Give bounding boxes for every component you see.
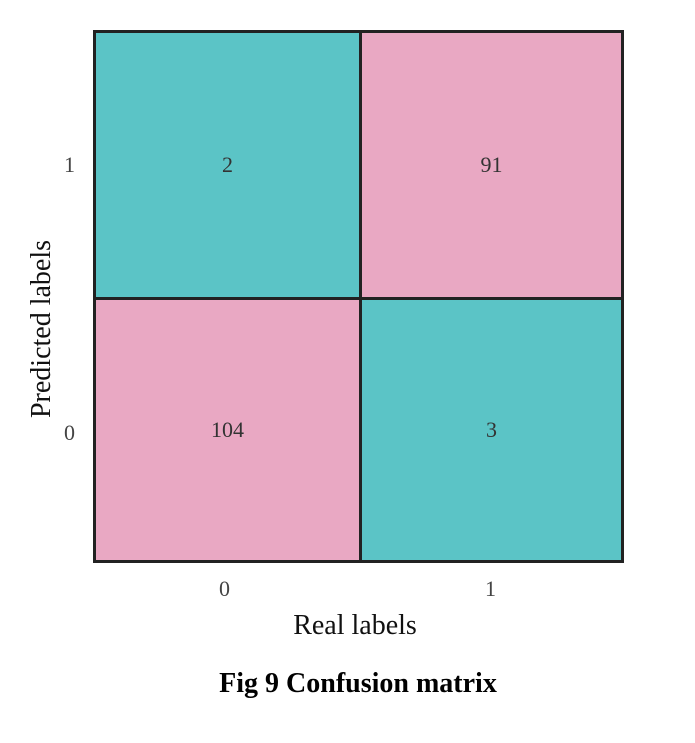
x-axis-label: Real labels bbox=[293, 610, 417, 641]
cell-value: 104 bbox=[211, 417, 244, 442]
cell-pred0-real1: 3 bbox=[362, 300, 621, 560]
confusion-matrix: 2 91 104 3 bbox=[93, 30, 624, 563]
cell-value: 91 bbox=[480, 152, 503, 177]
y-tick-0: 0 bbox=[64, 420, 75, 445]
y-tick-1: 1 bbox=[64, 152, 75, 177]
cell-pred0-real0: 104 bbox=[96, 300, 359, 560]
cell-value: 3 bbox=[486, 417, 497, 442]
cell-pred1-real1: 91 bbox=[362, 33, 621, 297]
figure-caption: Fig 9 Confusion matrix bbox=[219, 668, 497, 699]
cell-value: 2 bbox=[222, 152, 233, 177]
x-tick-1: 1 bbox=[485, 576, 496, 601]
y-axis-label: Predicted labels bbox=[26, 239, 57, 419]
cell-pred1-real0: 2 bbox=[96, 33, 359, 297]
x-tick-0: 0 bbox=[219, 576, 230, 601]
